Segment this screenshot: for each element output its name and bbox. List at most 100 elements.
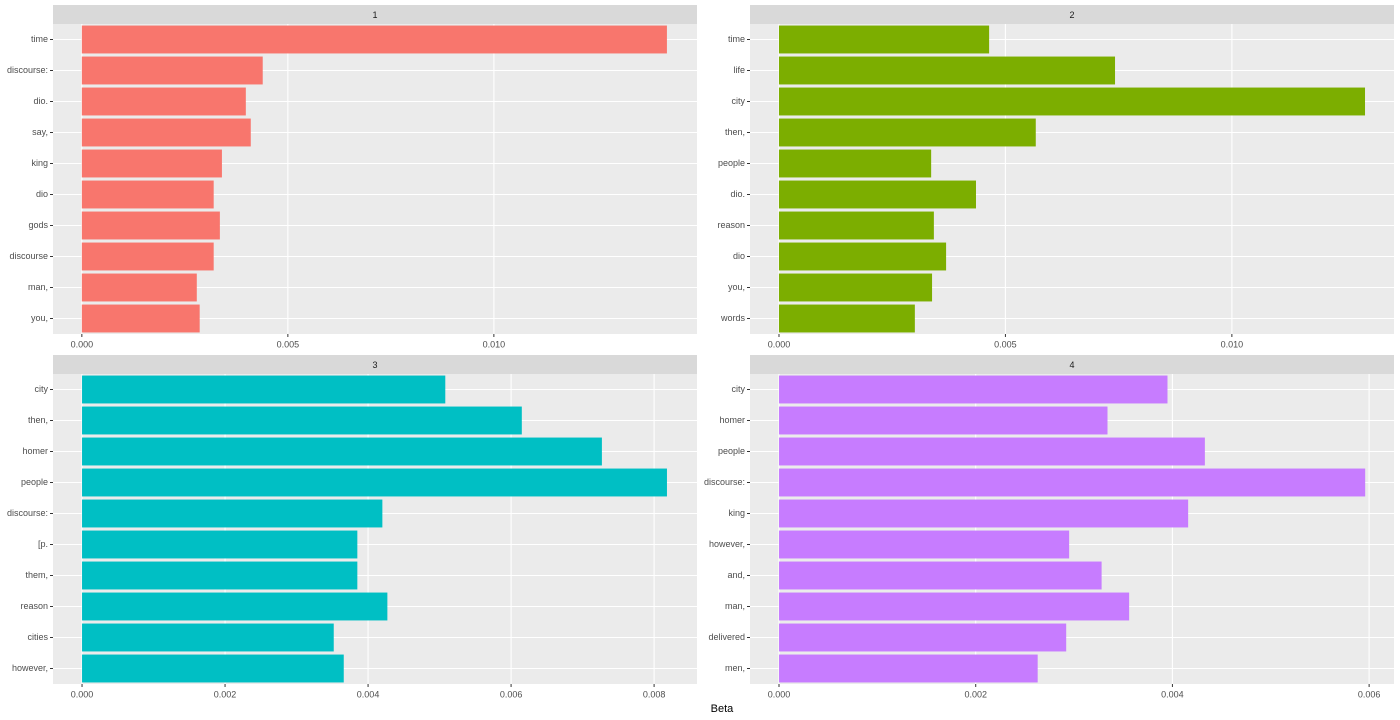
panel-title: 1 xyxy=(372,10,377,20)
y-tick-label: dio xyxy=(36,189,48,199)
x-tick-label: 0.004 xyxy=(357,689,380,699)
x-tick-label: 0.000 xyxy=(768,689,791,699)
y-tick-label: city xyxy=(732,96,746,106)
bar xyxy=(779,530,1070,559)
bar xyxy=(81,87,246,116)
y-tick-label: man, xyxy=(28,282,48,292)
y-tick-label: dio. xyxy=(730,189,745,199)
x-tick-label: 0.002 xyxy=(214,689,237,699)
y-tick-label: them, xyxy=(25,570,48,580)
bar xyxy=(779,375,1168,404)
x-axis-label: Beta xyxy=(711,703,735,715)
y-tick-label: dio xyxy=(733,251,745,261)
y-tick-label: delivered xyxy=(708,632,745,642)
y-tick-label: reason xyxy=(20,601,48,611)
bar xyxy=(778,149,932,178)
x-tick-label: 0.006 xyxy=(500,689,523,699)
bar xyxy=(778,304,915,333)
bar xyxy=(779,592,1130,621)
bar xyxy=(82,375,446,404)
y-tick-label: life xyxy=(733,65,745,75)
y-tick-label: discourse xyxy=(9,251,48,261)
x-tick-label: 0.000 xyxy=(71,339,94,349)
bar xyxy=(81,149,222,178)
y-tick-label: and, xyxy=(727,570,745,580)
x-tick-label: 0.004 xyxy=(1161,689,1184,699)
bar xyxy=(779,623,1067,652)
bar xyxy=(82,623,334,652)
strip xyxy=(750,355,1394,374)
x-tick-label: 0.000 xyxy=(768,339,791,349)
panel-title: 3 xyxy=(372,360,377,370)
bar xyxy=(81,304,200,333)
bar xyxy=(779,437,1205,466)
bar xyxy=(778,118,1036,147)
x-tick-label: 0.005 xyxy=(994,339,1017,349)
y-tick-label: time xyxy=(728,34,745,44)
y-tick-label: dio. xyxy=(33,96,48,106)
y-tick-label: you, xyxy=(728,282,745,292)
x-tick-label: 0.006 xyxy=(1358,689,1381,699)
x-tick-label: 0.005 xyxy=(277,339,300,349)
y-tick-label: king xyxy=(31,158,48,168)
x-tick-label: 0.010 xyxy=(483,339,506,349)
bar xyxy=(82,561,358,590)
bar xyxy=(81,56,263,85)
y-tick-label: reason xyxy=(717,220,745,230)
y-tick-label: you, xyxy=(31,313,48,323)
bar xyxy=(81,273,197,302)
y-tick-label: discourse: xyxy=(7,508,48,518)
y-tick-label: gods xyxy=(28,220,48,230)
y-tick-label: city xyxy=(35,384,49,394)
y-tick-label: men, xyxy=(725,663,745,673)
y-tick-label: city xyxy=(732,384,746,394)
bar xyxy=(779,654,1038,683)
bar xyxy=(779,468,1366,497)
strip xyxy=(53,5,697,24)
x-tick-label: 0.010 xyxy=(1221,339,1244,349)
bar xyxy=(82,406,522,435)
bar xyxy=(779,406,1108,435)
bar xyxy=(778,180,976,209)
strip xyxy=(750,5,1394,24)
bar xyxy=(82,437,602,466)
y-tick-label: however, xyxy=(12,663,48,673)
y-tick-label: discourse: xyxy=(704,477,745,487)
strip xyxy=(53,355,697,374)
y-tick-label: say, xyxy=(32,127,48,137)
y-tick-label: cities xyxy=(27,632,48,642)
bar xyxy=(82,530,358,559)
bar xyxy=(82,499,383,528)
y-tick-label: discourse: xyxy=(7,65,48,75)
y-tick-label: people xyxy=(718,446,745,456)
x-tick-label: 0.000 xyxy=(71,689,94,699)
y-tick-label: king xyxy=(728,508,745,518)
y-tick-label: man, xyxy=(725,601,745,611)
y-tick-label: people xyxy=(718,158,745,168)
y-tick-label: however, xyxy=(709,539,745,549)
bar xyxy=(81,211,220,240)
x-tick-label: 0.002 xyxy=(964,689,987,699)
bar xyxy=(81,25,667,54)
x-tick-label: 0.008 xyxy=(643,689,666,699)
bar xyxy=(81,180,214,209)
y-tick-label: homer xyxy=(22,446,48,456)
bar xyxy=(82,592,388,621)
panel-title: 4 xyxy=(1069,360,1074,370)
y-tick-label: then, xyxy=(725,127,745,137)
y-tick-label: [p. xyxy=(38,539,48,549)
panel-title: 2 xyxy=(1069,10,1074,20)
bar xyxy=(779,499,1189,528)
bar xyxy=(82,654,344,683)
bar xyxy=(779,561,1102,590)
y-tick-label: people xyxy=(21,477,48,487)
bar xyxy=(778,25,990,54)
bar xyxy=(778,242,947,271)
bar xyxy=(81,118,251,147)
y-tick-label: words xyxy=(720,313,746,323)
y-tick-label: then, xyxy=(28,415,48,425)
bar xyxy=(778,211,934,240)
y-tick-label: homer xyxy=(719,415,745,425)
bar xyxy=(778,273,933,302)
